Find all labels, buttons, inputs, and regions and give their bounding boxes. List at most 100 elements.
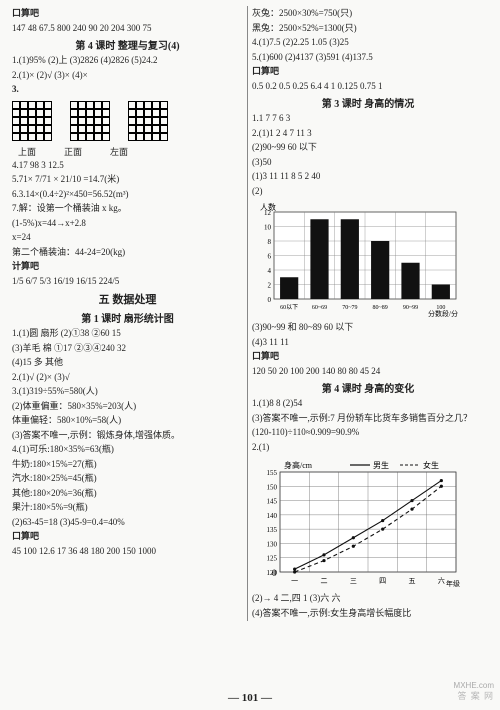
answer-line: 汽水:180×25%=45(瓶) (12, 472, 243, 486)
answer-line: 6.3.14×(0.4÷2)²×450=56.52(m³) (12, 188, 243, 202)
answer-line: (3)答案不唯一,示例:7 月份轿车比货车多销售百分之几？ (252, 412, 484, 426)
numbers-row: 147 48 67.5 800 240 90 20 204 300 75 (12, 22, 243, 36)
answer-line: (3)50 (252, 156, 484, 170)
grid-top (12, 101, 52, 141)
svg-text:90~99: 90~99 (403, 305, 418, 311)
svg-text:70~79: 70~79 (342, 305, 357, 311)
answer-line: 灰兔：2500×30%=750(只) (252, 7, 484, 21)
section-title: 口算吧 (12, 530, 243, 544)
svg-text:10: 10 (264, 224, 272, 232)
section-title: 口算吧 (12, 7, 243, 21)
answer-line: (1-5%)x=44→x+2.8 (12, 217, 243, 231)
answer-line: 第二个桶装油：44-24=20(kg) (12, 246, 243, 260)
label: 左面 (110, 145, 128, 158)
svg-text:125: 125 (267, 555, 278, 563)
answer-line: (4)答案不唯一,示例:女生身高增长幅度比 (252, 607, 484, 621)
answer-line: 2.(1) (252, 441, 484, 455)
answer-line: 4.(1)7.5 (2)2.25 1.05 (3)25 (252, 36, 484, 50)
grid-left (128, 101, 168, 141)
answer-line: (3)答案不唯一,示例：锻炼身体,增强体质。 (12, 429, 243, 443)
svg-text:男生: 男生 (373, 460, 389, 470)
svg-text:6: 6 (268, 253, 272, 261)
answer-line: (120-110)÷110≈0.909=90.9% (252, 426, 484, 440)
answer-line: (3)羊毛 棉 ①17 ②③④240 32 (12, 342, 243, 356)
answer-line: 牛奶:180×15%=27(瓶) (12, 458, 243, 472)
lesson-title: 第 3 课时 身高的情况 (252, 95, 484, 110)
svg-text:12: 12 (264, 209, 272, 217)
answer-line: 1.(1)圆 扇形 (2)①38 ②60 15 (12, 327, 243, 341)
grid-front (70, 101, 110, 141)
section-title: 口算吧 (252, 350, 484, 364)
answer-line: 体重偏轻：580×10%=58(人) (12, 414, 243, 428)
svg-text:二: 二 (321, 577, 328, 585)
answer-line: 2.(1)√ (2)× (3)√ (12, 371, 243, 385)
svg-text:一: 一 (291, 577, 298, 585)
page-number: — 101 — (0, 692, 500, 704)
answer-line: (2)体重偏重：580×35%=203(人) (12, 400, 243, 414)
numbers-row: 45 100 12.6 17 36 48 180 200 150 1000 (12, 545, 243, 559)
right-column: 灰兔：2500×30%=750(只) 黑兔：2500×52%=1300(只) 4… (248, 6, 488, 621)
svg-text:150: 150 (267, 483, 278, 491)
answer-line: (3)90~99 和 80~89 60 以下 (252, 321, 484, 335)
svg-text:130: 130 (267, 540, 278, 548)
line-chart: 身高/cm男生女生120125130135140145150155一二三四五六年… (252, 458, 484, 588)
answer-line: (4)3 11 11 (252, 336, 484, 350)
lesson-title: 第 4 课时 整理与复习(4) (12, 37, 243, 52)
svg-text:60~69: 60~69 (312, 305, 327, 311)
answer-line: 黑兔：2500×52%=1300(只) (252, 22, 484, 36)
svg-text:女生: 女生 (423, 460, 439, 470)
answer-line: x=24 (12, 231, 243, 245)
svg-text:4: 4 (268, 267, 272, 275)
watermark-cn: 答 案 网 (457, 689, 494, 702)
answer-line: 果汁:180×5%=9(瓶) (12, 501, 243, 515)
svg-text:145: 145 (267, 498, 278, 506)
numbers-row: 120 50 20 100 200 140 80 80 45 24 (252, 365, 484, 379)
svg-text:155: 155 (267, 469, 278, 477)
lesson-title: 第 1 课时 扇形统计图 (12, 310, 243, 325)
svg-text:8: 8 (268, 238, 272, 246)
cube-grids (12, 101, 243, 141)
grid-labels: 上面 正面 左面 (18, 145, 243, 158)
svg-text:三: 三 (350, 577, 357, 585)
svg-text:身高/cm: 身高/cm (284, 460, 313, 470)
fraction-row: 1/5 6/7 5/3 16/19 16/15 224/5 (12, 275, 243, 289)
answer-line: (2)90~99 60 以下 (252, 141, 484, 155)
answer-line: 3.(1)319÷55%=580(人) (12, 385, 243, 399)
svg-text:分数段/分: 分数段/分 (428, 309, 458, 317)
left-column: 口算吧 147 48 67.5 800 240 90 20 204 300 75… (8, 6, 248, 621)
answer-line: (4)15 多 其他 (12, 356, 243, 370)
section-title: 口算吧 (252, 65, 484, 79)
svg-text:80~89: 80~89 (373, 305, 388, 311)
answer-line: (1)3 11 11 8 5 2 40 (252, 170, 484, 184)
label: 正面 (64, 145, 82, 158)
answer-line: 2.(1)1 2 4 7 11 3 (252, 127, 484, 141)
answer-line: 4.(1)可乐:180×35%=63(瓶) (12, 443, 243, 457)
answer-line: 5.71× 7/71 × 21/10 =14.7(米) (12, 173, 243, 187)
q3-label: 3. (12, 83, 243, 97)
unit-title: 五 数据处理 (12, 291, 243, 307)
answer-line: 其他:180×20%=36(瓶) (12, 487, 243, 501)
answer-line: 1.(1)8 8 (2)54 (252, 397, 484, 411)
svg-text:年级: 年级 (446, 579, 460, 588)
answer-line: 1.(1)95% (2)上 (3)2826 (4)2826 (5)24.2 (12, 54, 243, 68)
answer-line: 4.17 98 3 12.5 (12, 159, 243, 173)
svg-text:60以下: 60以下 (280, 304, 298, 311)
svg-text:140: 140 (267, 512, 278, 520)
svg-text:六: 六 (438, 576, 445, 585)
svg-text:五: 五 (409, 577, 416, 585)
answer-line: 2.(1)× (2)√ (3)× (4)× (12, 69, 243, 83)
answer-line: (2)→ 4 二,四 1 (3)六 六 (252, 592, 484, 606)
svg-text:0: 0 (272, 568, 277, 578)
section-title: 计算吧 (12, 260, 243, 274)
answer-line: 1.1 7 7 6 3 (252, 112, 484, 126)
numbers-row: 0.5 0.2 0.5 0.25 6.4 4 1 0.125 0.75 1 (252, 80, 484, 94)
answer-line: (2)63-45=18 (3)45-9=0.4=40% (12, 516, 243, 530)
answer-line: 7.解：设第一个桶装油 x kg。 (12, 202, 243, 216)
bar-chart: 人数02468101260以下60~6970~7980~8990~99100分数… (252, 202, 484, 317)
answer-line: 5.(1)600 (2)4137 (3)591 (4)137.5 (252, 51, 484, 65)
svg-text:0: 0 (268, 296, 272, 304)
lesson-title: 第 4 课时 身高的变化 (252, 380, 484, 395)
answer-line: (2) (252, 185, 484, 199)
svg-text:135: 135 (267, 526, 278, 534)
label: 上面 (18, 145, 36, 158)
